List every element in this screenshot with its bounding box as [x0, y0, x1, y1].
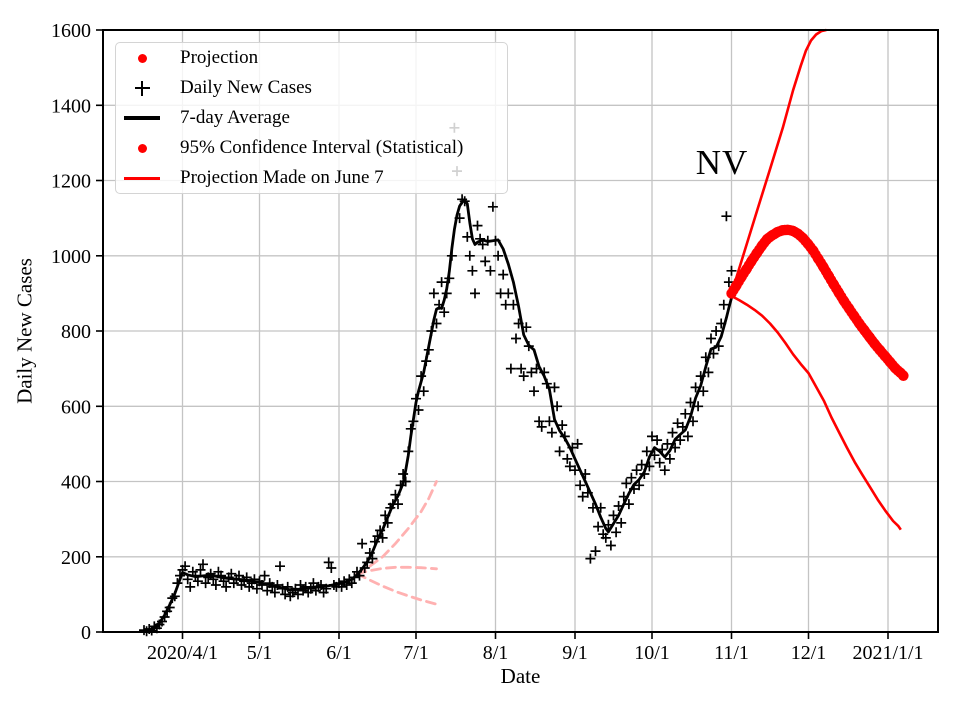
- x-tick-label: 2020/4/1: [147, 642, 218, 664]
- x-axis-label: Date: [500, 664, 541, 688]
- legend-item-confidence-interval: 95% Confidence Interval (Statistical): [116, 133, 507, 163]
- y-tick-label: 600: [61, 396, 91, 418]
- y-tick-label: 400: [61, 472, 91, 494]
- legend-marker-line-icon: [116, 176, 168, 180]
- legend: Projection Daily New Cases 7-day Average…: [115, 42, 508, 194]
- legend-marker-line-icon: [116, 116, 168, 120]
- scatter-daily-new-cases: [139, 122, 737, 637]
- line-june7-mid: [355, 565, 438, 576]
- legend-marker-dot-icon: [116, 143, 168, 153]
- x-tick-label: 12/1: [791, 642, 827, 664]
- line-ci-lower: [730, 294, 902, 531]
- y-tick-label: 1200: [51, 171, 91, 193]
- x-tick-label: 6/1: [326, 642, 352, 664]
- projection-dots: [726, 224, 909, 381]
- y-tick-label: 800: [61, 321, 91, 343]
- x-tick-label: 8/1: [483, 642, 509, 664]
- x-tick-label: 5/1: [247, 642, 273, 664]
- legend-item-daily-new-cases: Daily New Cases: [116, 73, 507, 103]
- legend-label: Projection Made on June 7: [180, 167, 384, 188]
- y-axis-ticks: 0 200 400 600 800 1000 1200 1400 1600: [51, 20, 103, 644]
- x-tick-label: 10/1: [634, 642, 670, 664]
- y-tick-label: 1400: [51, 95, 91, 117]
- legend-item-7day-average: 7-day Average: [116, 103, 507, 133]
- line-june7-lower: [355, 572, 438, 606]
- line-7day-average: [147, 198, 733, 632]
- legend-label: 7-day Average: [180, 107, 290, 128]
- legend-label: Daily New Cases: [180, 77, 312, 98]
- legend-label: Projection: [180, 47, 259, 68]
- y-tick-label: 1600: [51, 20, 91, 42]
- y-axis-label: Daily New Cases: [12, 258, 37, 404]
- y-tick-label: 200: [61, 547, 91, 569]
- y-tick-label: 0: [81, 622, 91, 644]
- plot-border: [102, 29, 939, 633]
- line-june7-upper: [355, 480, 438, 576]
- x-axis-ticks: 2020/4/1 5/1 6/1 7/1 8/1 9/1 10/1 11/1 12/1 2021/…: [147, 632, 924, 664]
- x-tick-label: 2021/1/1: [852, 642, 923, 664]
- x-tick-label: 7/1: [403, 642, 429, 664]
- line-ci-upper: [730, 28, 827, 294]
- x-tick-label: 11/1: [714, 642, 749, 664]
- legend-marker-dot-icon: [116, 53, 168, 63]
- y-tick-label: 1000: [51, 246, 91, 268]
- legend-label: 95% Confidence Interval (Statistical): [180, 137, 464, 158]
- legend-item-projection: Projection: [116, 43, 507, 73]
- legend-item-projection-june7: Projection Made on June 7: [116, 163, 507, 193]
- state-annotation: NV: [695, 143, 749, 182]
- legend-marker-plus-icon: [116, 80, 168, 96]
- x-tick-label: 9/1: [562, 642, 588, 664]
